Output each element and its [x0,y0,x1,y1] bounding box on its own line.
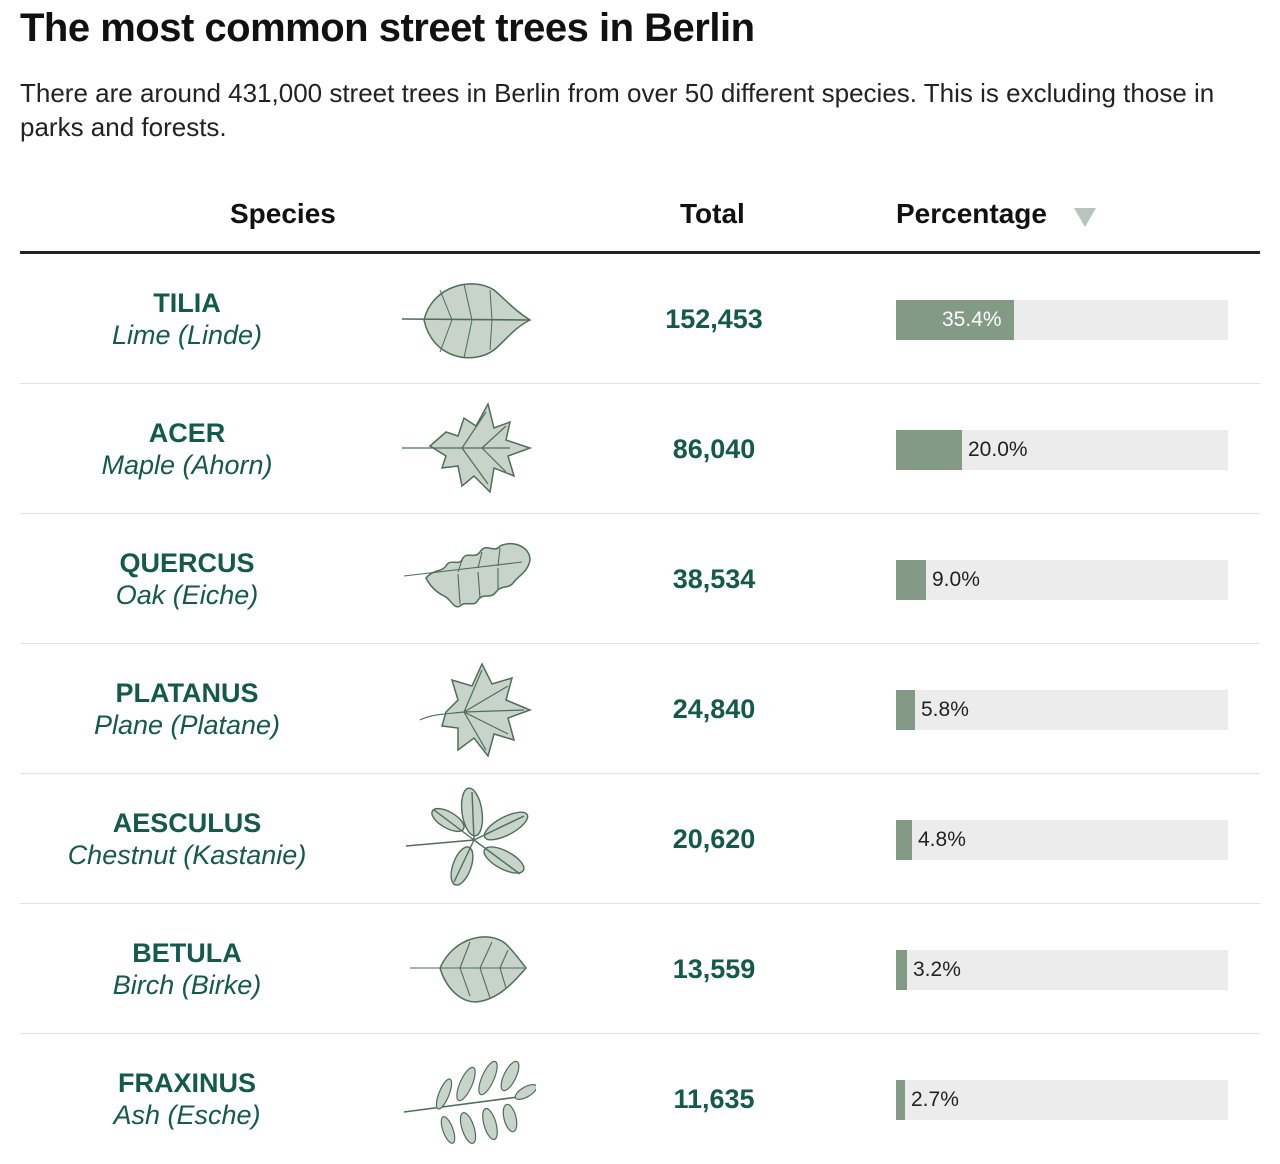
percentage-bar-track: 9.0% [896,560,1228,600]
percentage-bar-track: 3.2% [896,950,1228,990]
page-subtitle: There are around 431,000 street trees in… [20,78,1215,142]
total-value: 13,559 [672,954,756,984]
table-body: TILIA Lime (Linde) 152,453 35.4% ACER Ma… [20,254,1260,1164]
page-title: The most common street trees in Berlin [20,6,755,50]
table-row: BETULA Birch (Birke) 13,559 3.2% [20,904,1260,1034]
genus-name: FRAXINUS [117,1068,256,1098]
table-row: ACER Maple (Ahorn) 86,040 20.0% [20,384,1260,514]
linden-leaf-icon [402,283,532,359]
percentage-bar-track: 5.8% [896,690,1228,730]
table-row: TILIA Lime (Linde) 152,453 35.4% [20,254,1260,384]
header-divider [20,251,1260,254]
genus-name: PLATANUS [115,678,259,708]
oak-leaf-icon [403,542,531,608]
total-value: 86,040 [672,434,756,464]
percentage-label: 3.2% [913,958,961,981]
total-value: 38,534 [672,564,756,594]
common-name: Oak (Eiche) [115,580,259,610]
total-value: 20,620 [672,824,756,854]
table-row: AESCULUS Chestnut (Kastanie) 20,620 4.8% [20,774,1260,904]
common-name: Ash (Esche) [113,1100,261,1130]
column-header-species[interactable]: Species [230,198,336,229]
percentage-bar-track: 20.0% [896,430,1228,470]
common-name: Plane (Platane) [93,710,281,740]
percentage-label: 9.0% [932,568,980,591]
common-name: Chestnut (Kastanie) [67,840,307,870]
common-name: Birch (Birke) [112,970,262,1000]
percentage-label: 5.8% [921,698,969,721]
genus-name: ACER [148,418,226,448]
total-value: 24,840 [672,694,756,724]
percentage-label: 4.8% [918,828,966,851]
percentage-bar-fill [896,300,1014,340]
plane-leaf-icon [419,662,533,758]
common-name: Maple (Ahorn) [101,450,273,480]
table-header: Species Total Percentage [20,190,1260,250]
percentage-label: 20.0% [968,438,1028,461]
table-row: FRAXINUS Ash (Esche) 11,635 2.7% [20,1034,1260,1164]
sort-descending-icon[interactable] [1074,208,1096,227]
table-row: PLATANUS Plane (Platane) 24,840 5.8% [20,644,1260,774]
percentage-bar-fill [896,430,962,470]
genus-name: TILIA [153,288,221,318]
total-value: 152,453 [665,304,763,334]
genus-name: AESCULUS [112,808,262,838]
percentage-bar-fill [896,560,926,600]
common-name: Lime (Linde) [111,320,263,350]
column-header-total[interactable]: Total [680,198,745,229]
genus-name: QUERCUS [119,548,255,578]
percentage-bar-fill [896,950,907,990]
percentage-bar-track: 35.4% [896,300,1228,340]
birch-leaf-icon [410,936,527,1003]
percentage-bar-fill [896,1080,905,1120]
percentage-bar-track: 2.7% [896,1080,1228,1120]
maple-leaf-icon [402,401,533,494]
ash-leaf-icon [403,1060,536,1144]
column-header-percentage[interactable]: Percentage [896,198,1047,229]
percentage-bar-fill [896,820,912,860]
percentage-label: 2.7% [911,1088,959,1111]
genus-name: BETULA [132,938,242,968]
percentage-bar-track: 4.8% [896,820,1228,860]
percentage-bar-fill [896,690,915,730]
table-row: QUERCUS Oak (Eiche) 38,534 9.0% [20,514,1260,644]
total-value: 11,635 [673,1084,755,1114]
percentage-label: 35.4% [942,308,1002,331]
chestnut-leaf-icon [405,787,529,886]
